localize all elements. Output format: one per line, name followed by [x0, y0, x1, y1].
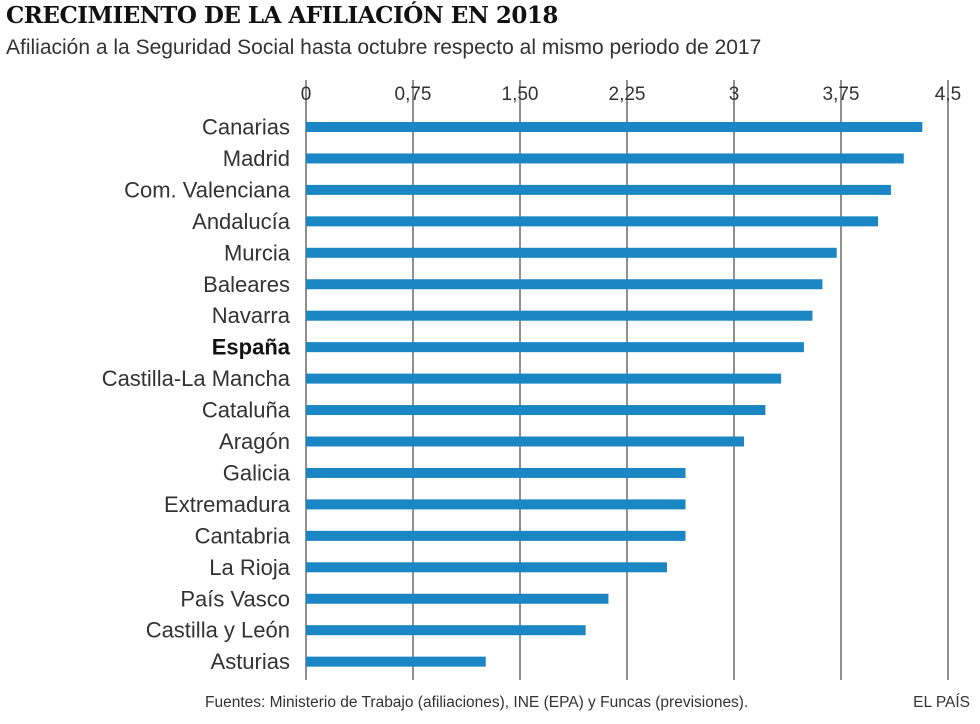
bar: [306, 593, 609, 604]
category-label: Com. Valenciana: [124, 177, 291, 202]
category-label: La Rioja: [209, 555, 290, 580]
x-tick-label: 0,75: [395, 84, 432, 105]
bar: [306, 562, 667, 573]
category-label: Cataluña: [202, 398, 291, 423]
category-label: Castilla-La Mancha: [102, 366, 291, 391]
bar: [306, 216, 879, 227]
x-tick-label: 2,25: [609, 84, 646, 105]
category-label: Castilla y León: [146, 618, 290, 643]
category-label: Cantabria: [195, 523, 291, 548]
x-tick-label: 3: [729, 84, 740, 105]
category-label: Asturias: [211, 649, 290, 674]
category-label: Andalucía: [192, 209, 291, 234]
bar: [306, 499, 686, 510]
bar: [306, 656, 486, 667]
bar: [306, 122, 923, 132]
category-label: España: [212, 335, 291, 360]
bar: [306, 342, 804, 353]
bar: [306, 184, 891, 195]
source-note: Fuentes: Ministerio de Trabajo (afiliaci…: [205, 694, 749, 711]
x-tick-label: 4,5: [935, 84, 961, 105]
chart-title: CRECIMIENTO DE LA AFILIACIÓN EN 2018: [6, 2, 558, 29]
category-label: Canarias: [202, 115, 290, 140]
x-tick-label: 0: [301, 84, 312, 105]
bar: [306, 373, 782, 384]
chart-subtitle: Afiliación a la Seguridad Social hasta o…: [6, 36, 762, 59]
x-tick-label: 3,75: [823, 84, 860, 105]
bar: [306, 436, 744, 447]
category-label: Baleares: [203, 272, 290, 297]
category-label: Extremadura: [164, 492, 291, 517]
x-tick-label: 1,50: [502, 84, 539, 105]
bar: [306, 153, 904, 164]
category-label: Madrid: [223, 146, 290, 171]
category-label: Murcia: [224, 240, 291, 265]
bar: [306, 279, 823, 290]
category-label: Galicia: [223, 460, 291, 485]
bar: [306, 530, 686, 541]
category-label: Navarra: [212, 303, 291, 328]
bar: [306, 625, 586, 636]
category-label: Aragón: [219, 429, 290, 454]
bar: [306, 405, 766, 416]
bar: [306, 467, 686, 478]
bar: [306, 247, 837, 258]
category-label: País Vasco: [180, 586, 290, 611]
brand-label: EL PAÍS: [913, 694, 970, 711]
bar: [306, 310, 813, 321]
